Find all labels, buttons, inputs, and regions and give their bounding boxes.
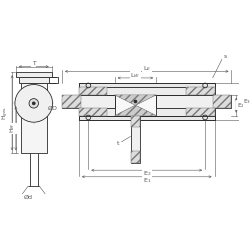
Text: Ød: Ød bbox=[24, 195, 32, 200]
Text: L$_E$: L$_E$ bbox=[142, 64, 151, 73]
Bar bbox=[186, 87, 214, 95]
Text: t: t bbox=[117, 141, 120, 146]
Bar bbox=[79, 108, 107, 116]
Polygon shape bbox=[115, 95, 156, 105]
Bar bbox=[131, 116, 140, 127]
Bar bbox=[186, 108, 214, 116]
Bar bbox=[16, 72, 52, 77]
Circle shape bbox=[15, 84, 52, 122]
Bar bbox=[20, 83, 47, 153]
Bar bbox=[47, 77, 58, 83]
Bar bbox=[213, 95, 232, 108]
Text: E$_2$: E$_2$ bbox=[142, 169, 151, 178]
Bar bbox=[62, 95, 81, 108]
Text: ØD: ØD bbox=[48, 106, 58, 110]
Text: T: T bbox=[32, 61, 35, 66]
Bar bbox=[131, 151, 140, 163]
Text: E$_3$: E$_3$ bbox=[244, 97, 250, 106]
Bar bbox=[79, 87, 214, 95]
Bar bbox=[79, 116, 214, 120]
Circle shape bbox=[32, 102, 35, 105]
Text: s: s bbox=[223, 54, 226, 59]
Bar bbox=[79, 108, 214, 116]
Text: E$_1$: E$_1$ bbox=[142, 176, 151, 184]
Bar bbox=[79, 87, 107, 95]
Bar bbox=[62, 95, 232, 108]
Polygon shape bbox=[115, 105, 156, 116]
Bar bbox=[19, 77, 49, 83]
Circle shape bbox=[134, 100, 137, 103]
Bar bbox=[131, 116, 140, 163]
Bar bbox=[115, 95, 156, 116]
Bar bbox=[79, 83, 214, 87]
Text: L$_W$: L$_W$ bbox=[130, 71, 140, 80]
Circle shape bbox=[29, 99, 38, 108]
Text: H$_{ges.}$: H$_{ges.}$ bbox=[0, 106, 10, 120]
Text: H$_M$: H$_M$ bbox=[8, 123, 16, 133]
Text: E$_2$: E$_2$ bbox=[237, 101, 245, 110]
